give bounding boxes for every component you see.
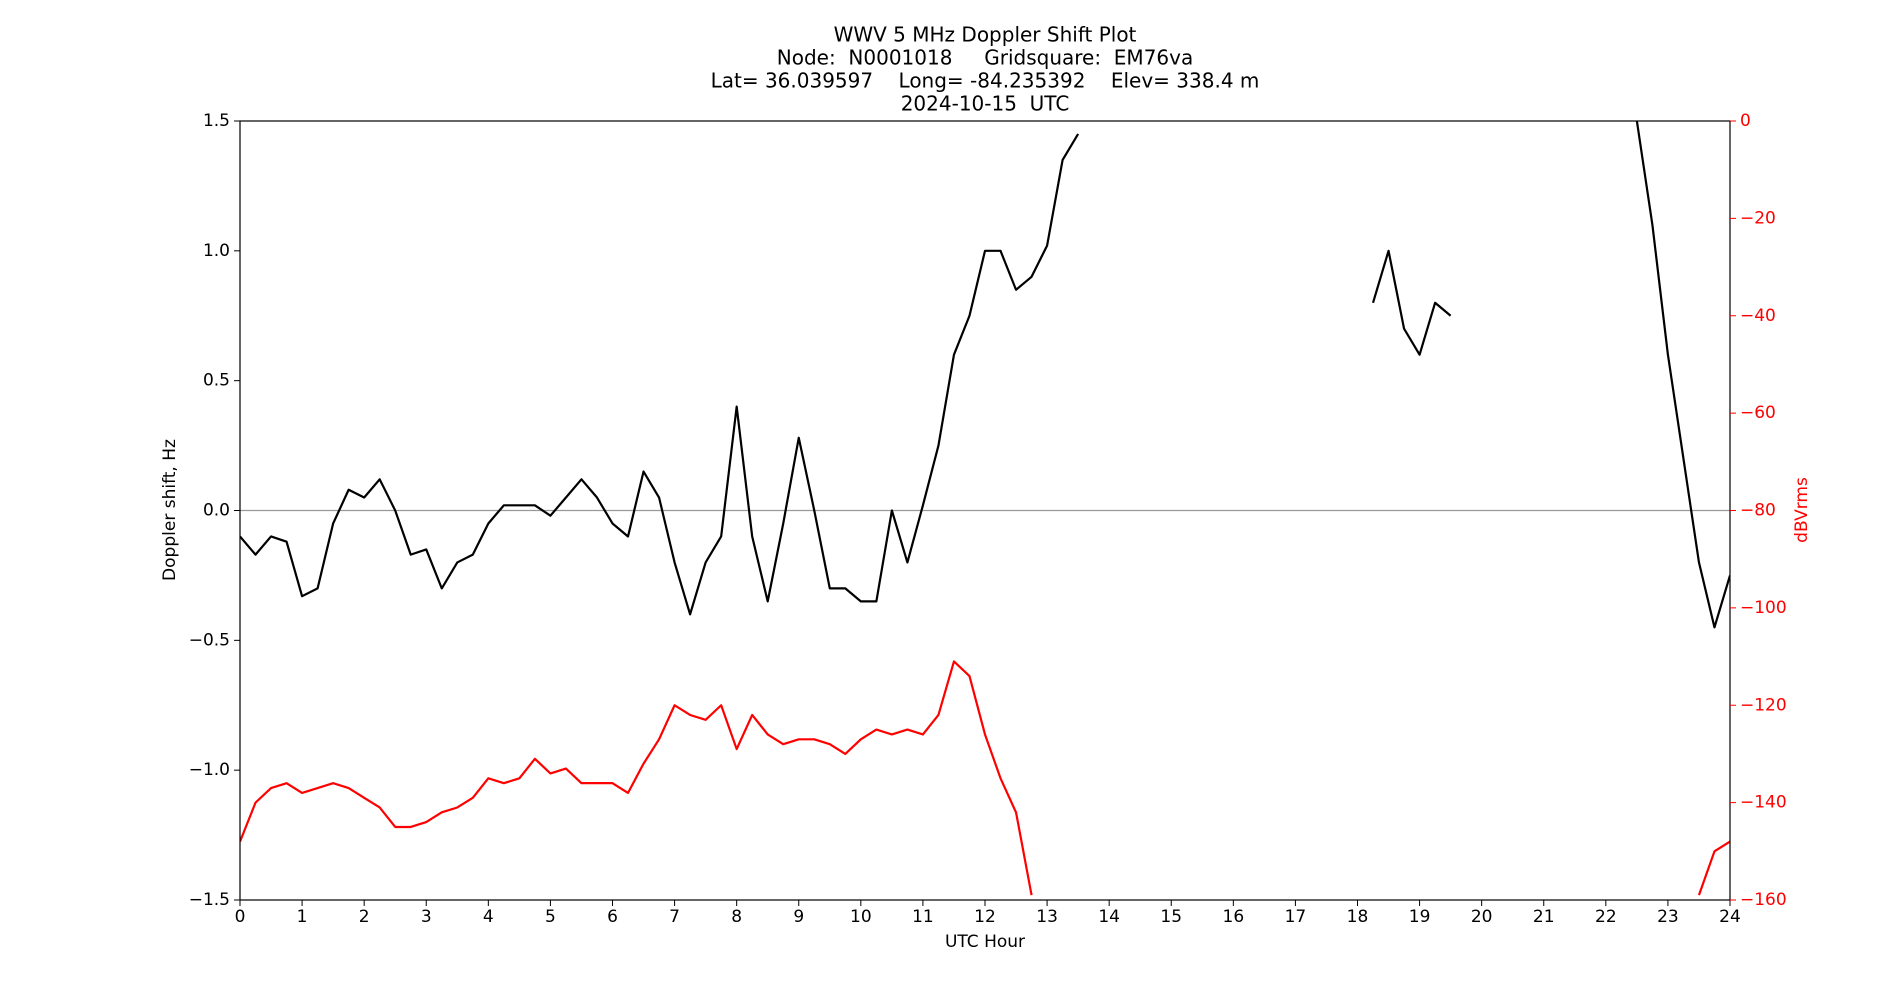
x-tick-label: 23 <box>1657 907 1679 927</box>
x-tick-label: 16 <box>1223 907 1245 927</box>
x-tick-label: 24 <box>1719 907 1741 927</box>
plot-lines <box>240 121 1730 896</box>
y2-tick-label: −140 <box>1740 793 1787 813</box>
y-tick-label: −0.5 <box>189 630 230 650</box>
y-tick-label: −1.0 <box>189 760 230 780</box>
x-tick-label: 11 <box>912 907 934 927</box>
x-tick-label: 9 <box>793 907 804 927</box>
x-tick-label: 0 <box>235 907 246 927</box>
x-tick-label: 8 <box>731 907 742 927</box>
y2-tick-label: −120 <box>1740 695 1787 715</box>
y2-axis-label: dBVrms <box>1792 477 1812 543</box>
y2-tick-label: −40 <box>1740 306 1776 326</box>
y-tick-label: 1.0 <box>203 241 230 261</box>
title-line: Node: N0001018 Gridsquare: EM76va <box>777 46 1193 70</box>
x-tick-label: 5 <box>545 907 556 927</box>
title-line: WWV 5 MHz Doppler Shift Plot <box>834 23 1137 47</box>
x-tick-label: 17 <box>1285 907 1307 927</box>
y-tick-label: 0.5 <box>203 371 230 391</box>
x-tick-label: 15 <box>1160 907 1182 927</box>
x-tick-label: 13 <box>1036 907 1058 927</box>
x-tick-label: 19 <box>1409 907 1431 927</box>
x-tick-label: 20 <box>1471 907 1493 927</box>
y2-tick-label: −60 <box>1740 403 1776 423</box>
series-line <box>240 660 1730 896</box>
x-axis-label: UTC Hour <box>945 932 1025 952</box>
y2-tick-label: −160 <box>1740 890 1787 910</box>
x-tick-label: 12 <box>974 907 996 927</box>
x-tick-label: 1 <box>297 907 308 927</box>
y-tick-label: 0.0 <box>203 501 230 521</box>
y2-tick-label: −100 <box>1740 598 1787 618</box>
x-tick-label: 14 <box>1098 907 1120 927</box>
y2-tick-label: −80 <box>1740 501 1776 521</box>
x-tick-label: 18 <box>1347 907 1369 927</box>
x-tick-label: 3 <box>421 907 432 927</box>
y-tick-label: −1.5 <box>189 890 230 910</box>
x-tick-label: 10 <box>850 907 872 927</box>
x-tick-label: 6 <box>607 907 618 927</box>
series-line <box>240 121 1730 629</box>
x-tick-label: 4 <box>483 907 494 927</box>
y2-tick-label: −20 <box>1740 208 1776 228</box>
y-tick-label: 1.5 <box>203 111 230 131</box>
title-line: Lat= 36.039597 Long= -84.235392 Elev= 33… <box>711 69 1260 93</box>
x-tick-label: 21 <box>1533 907 1555 927</box>
x-tick-label: 22 <box>1595 907 1617 927</box>
y2-tick-label: 0 <box>1740 111 1751 131</box>
x-tick-label: 2 <box>359 907 370 927</box>
y-axis-label: Doppler shift, Hz <box>160 439 180 581</box>
x-tick-label: 7 <box>669 907 680 927</box>
title-line: 2024-10-15 UTC <box>901 92 1070 116</box>
